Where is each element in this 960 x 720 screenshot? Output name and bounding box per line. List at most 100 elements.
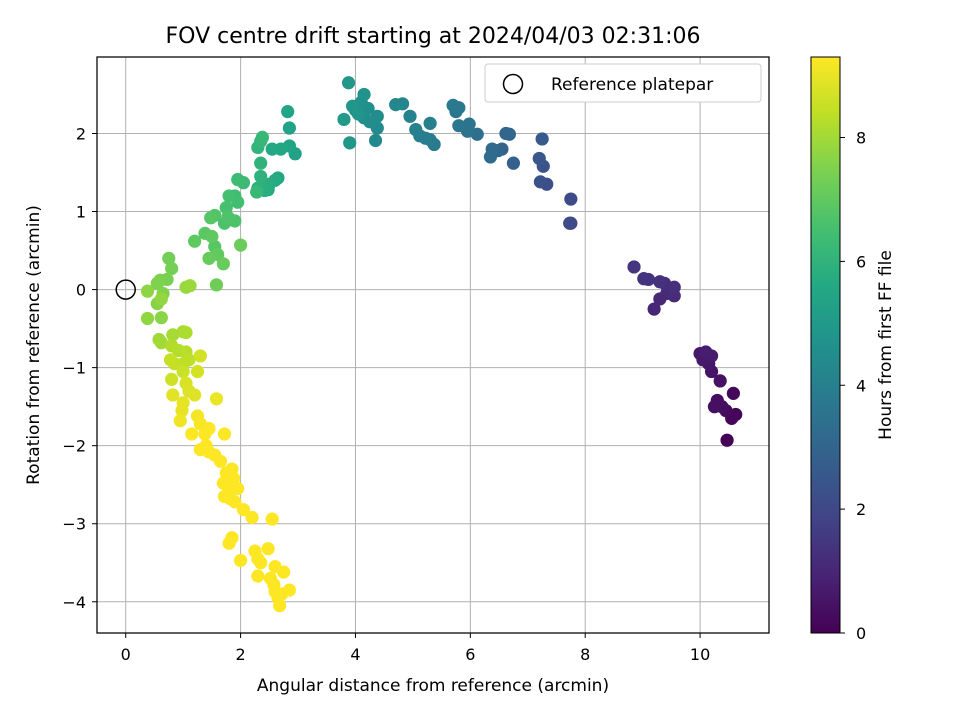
data-point: [202, 251, 216, 265]
colorbar-label: Hours from first FF file: [876, 250, 896, 440]
data-point: [720, 433, 734, 447]
x-tick-label: 10: [690, 645, 710, 664]
data-point: [337, 112, 351, 127]
data-point: [166, 388, 180, 402]
data-point: [233, 553, 248, 568]
data-point: [165, 372, 179, 386]
data-point: [282, 121, 297, 135]
data-point: [222, 536, 236, 550]
data-point: [713, 374, 727, 388]
data-point: [423, 116, 437, 130]
data-point: [462, 117, 476, 131]
reference-marker: [115, 279, 136, 300]
y-axis-ticks: −4 −3 −2 −1 0 1 2: [62, 124, 97, 612]
data-point: [254, 169, 268, 184]
y-tick-label: −2: [62, 437, 86, 456]
legend: Reference platepar: [484, 63, 762, 103]
data-point: [273, 599, 287, 613]
data-point: [150, 276, 164, 290]
y-tick-label: −1: [62, 359, 86, 378]
data-point: [343, 136, 357, 150]
data-point: [502, 127, 516, 141]
y-tick-label: −4: [62, 593, 86, 612]
x-tick-label: 0: [121, 645, 131, 664]
data-point: [667, 280, 681, 294]
x-axis-label: Angular distance from reference (arcmin): [257, 676, 609, 696]
data-point: [627, 260, 641, 274]
data-point: [222, 189, 236, 203]
data-point: [707, 400, 722, 414]
data-point: [245, 510, 259, 525]
data-point: [409, 122, 423, 137]
data-point: [185, 427, 199, 441]
data-point: [265, 512, 279, 526]
data-point: [653, 275, 667, 289]
reference-platepar-marker: [115, 279, 136, 300]
data-point: [163, 353, 178, 367]
y-axis-label: Rotation from reference (arcmin): [24, 205, 44, 485]
data-point: [368, 133, 383, 148]
data-point: [726, 386, 740, 400]
data-point: [564, 192, 578, 206]
y-tick-label: 0: [76, 281, 86, 300]
y-tick-label: 1: [76, 203, 86, 222]
legend-label: Reference platepar: [551, 75, 713, 95]
x-tick-label: 8: [580, 645, 590, 664]
data-point: [227, 471, 241, 486]
x-tick-label: 4: [350, 645, 360, 664]
data-point: [154, 311, 168, 325]
plot-area-frame: [96, 56, 770, 634]
data-point: [535, 132, 549, 146]
y-tick-label: 2: [76, 124, 86, 143]
data-point: [190, 364, 205, 379]
data-point: [254, 556, 268, 570]
data-point: [162, 251, 176, 265]
data-point: [231, 482, 245, 496]
data-point: [154, 292, 168, 306]
colorbar-tick-label: 2: [856, 500, 866, 519]
data-point: [236, 503, 251, 517]
data-point: [485, 142, 499, 156]
data-point: [213, 454, 228, 468]
data-point: [389, 98, 403, 112]
data-point: [506, 156, 521, 170]
data-point: [233, 238, 248, 252]
data-point: [563, 216, 577, 230]
data-point: [277, 565, 291, 579]
data-point: [204, 211, 218, 225]
scatter-points: [140, 76, 743, 613]
data-point: [637, 272, 651, 286]
data-point: [221, 210, 235, 224]
data-point: [175, 403, 189, 418]
data-point: [188, 388, 202, 402]
data-point: [179, 325, 193, 340]
colorbar-ticks: 0 2 4 6 8: [840, 129, 866, 643]
data-point: [357, 87, 371, 102]
data-point: [205, 229, 219, 244]
data-point: [140, 284, 155, 298]
data-point: [255, 130, 270, 144]
data-point: [188, 234, 202, 248]
data-point: [217, 427, 232, 441]
chart-title: FOV centre drift starting at 2024/04/03 …: [166, 24, 701, 49]
data-point: [216, 257, 230, 271]
data-point: [228, 495, 242, 509]
data-point: [281, 105, 295, 119]
data-point: [140, 311, 155, 326]
colorbar-tick-label: 0: [856, 624, 866, 643]
y-tick-label: −3: [62, 515, 86, 534]
x-tick-label: 2: [235, 645, 245, 664]
data-point: [176, 364, 190, 379]
legend-marker: [502, 73, 524, 95]
data-point: [533, 175, 548, 189]
data-point: [345, 99, 360, 113]
data-point: [209, 392, 224, 406]
data-point: [251, 569, 265, 583]
colorbar-tick-label: 6: [856, 252, 866, 271]
data-point: [165, 261, 179, 276]
data-point: [647, 302, 661, 316]
data-point: [532, 151, 546, 166]
data-point: [261, 542, 275, 556]
colorbar-tick-label: 8: [856, 129, 866, 148]
